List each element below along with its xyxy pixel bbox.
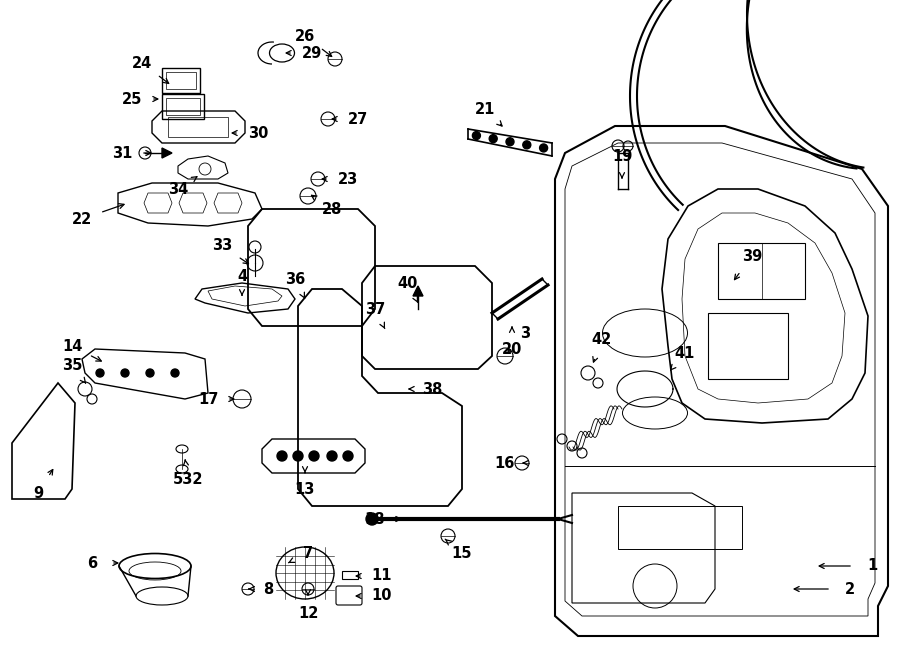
Polygon shape [162, 148, 172, 158]
Text: 15: 15 [452, 545, 472, 561]
Circle shape [343, 451, 353, 461]
Text: 20: 20 [502, 342, 522, 356]
Text: 532: 532 [173, 471, 203, 486]
Circle shape [146, 369, 154, 377]
Text: 29: 29 [302, 46, 322, 61]
Text: 36: 36 [285, 272, 305, 286]
Circle shape [327, 451, 337, 461]
Text: 28: 28 [322, 202, 342, 217]
Text: 18: 18 [364, 512, 385, 527]
Text: 1: 1 [867, 559, 877, 574]
Text: 33: 33 [212, 239, 232, 254]
Text: 23: 23 [338, 171, 358, 186]
Text: 22: 22 [72, 212, 92, 227]
Text: 4: 4 [237, 268, 248, 284]
Text: 13: 13 [295, 481, 315, 496]
Text: 26: 26 [295, 28, 315, 44]
Text: 24: 24 [132, 56, 152, 71]
Text: 25: 25 [122, 91, 142, 106]
Text: 38: 38 [422, 381, 442, 397]
Text: 27: 27 [348, 112, 368, 126]
Text: 30: 30 [248, 126, 268, 141]
Text: 12: 12 [298, 605, 319, 621]
Text: 21: 21 [475, 102, 495, 116]
Text: 40: 40 [398, 276, 418, 290]
Text: 16: 16 [495, 455, 515, 471]
Text: 42: 42 [592, 332, 612, 346]
Circle shape [96, 369, 104, 377]
Text: 9: 9 [33, 485, 43, 500]
Text: 11: 11 [372, 568, 392, 584]
Text: 39: 39 [742, 249, 762, 264]
Text: 37: 37 [364, 301, 385, 317]
Text: 34: 34 [168, 182, 188, 196]
Text: 41: 41 [675, 346, 695, 360]
Circle shape [309, 451, 319, 461]
Circle shape [523, 141, 531, 149]
Text: 6: 6 [87, 555, 97, 570]
Circle shape [490, 135, 497, 143]
Circle shape [121, 369, 129, 377]
Text: 14: 14 [62, 338, 82, 354]
Text: 2: 2 [845, 582, 855, 596]
Circle shape [171, 369, 179, 377]
Text: 8: 8 [263, 582, 273, 596]
Polygon shape [413, 286, 423, 296]
Text: 7: 7 [303, 545, 313, 561]
Text: 3: 3 [520, 325, 530, 340]
Circle shape [366, 513, 378, 525]
Text: 10: 10 [372, 588, 392, 603]
Text: 31: 31 [112, 145, 132, 161]
Circle shape [277, 451, 287, 461]
Circle shape [540, 144, 547, 152]
Circle shape [293, 451, 303, 461]
Text: 17: 17 [198, 391, 218, 407]
Text: 35: 35 [62, 358, 82, 373]
Text: 19: 19 [612, 149, 632, 163]
Circle shape [472, 132, 481, 139]
Circle shape [506, 137, 514, 145]
